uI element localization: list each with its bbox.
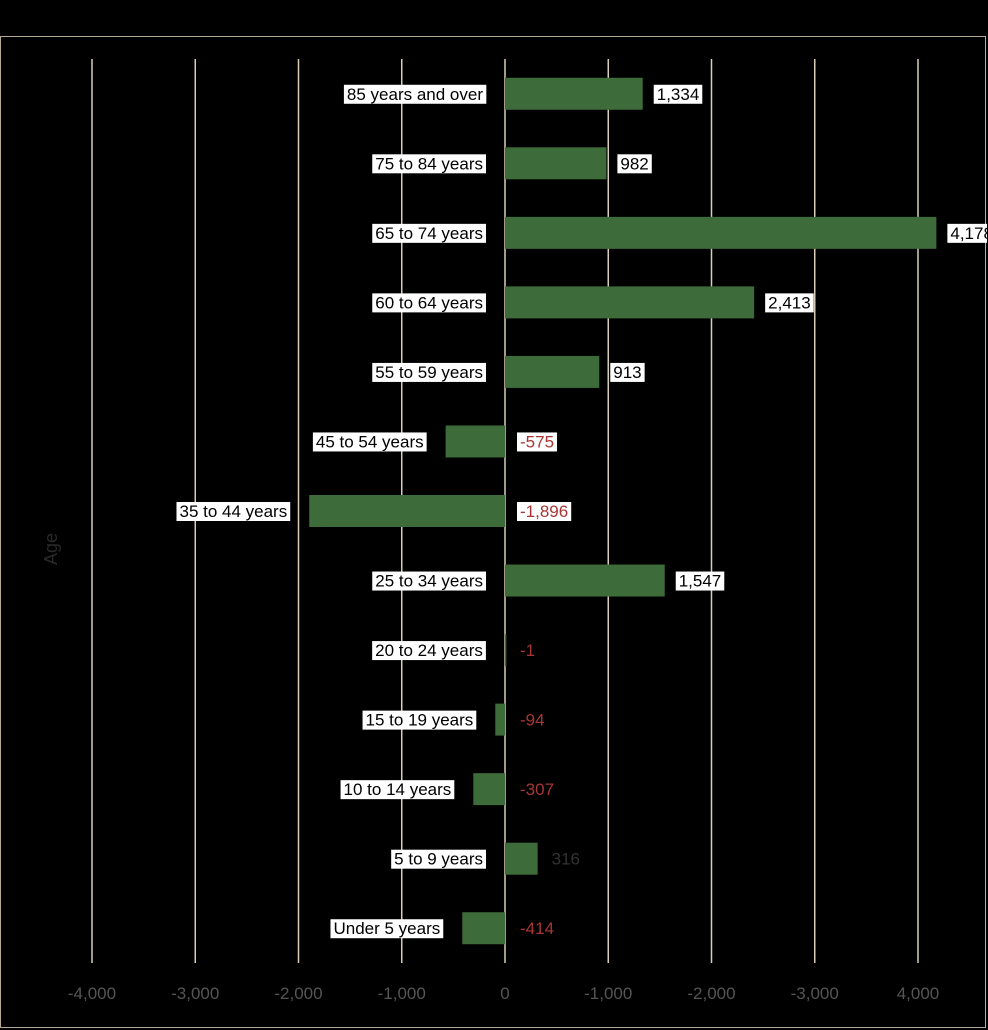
category-label: 35 to 44 years [179,502,287,521]
category-label-box [391,849,486,869]
category-label-box [372,362,486,382]
category-label: 10 to 14 years [344,780,452,799]
category-label-box [372,154,486,174]
x-tick-label: -4,000 [68,984,116,1003]
category-label-box [343,84,487,104]
bar [505,842,538,875]
category-label-box [372,641,486,661]
value-label-box [610,362,645,382]
value-label: -94 [520,711,545,730]
category-label: 55 to 59 years [375,363,483,382]
category-label: 20 to 24 years [375,641,483,660]
bar [505,216,937,249]
x-tick-label: -3,000 [791,984,839,1003]
category-label: 85 years and over [347,85,483,104]
bar [309,495,505,527]
value-label: -1,896 [520,502,568,521]
x-tick-label: -1,000 [584,984,632,1003]
category-label-box [330,919,444,939]
x-tick-label: -2,000 [274,984,322,1003]
value-label: 913 [613,363,641,382]
category-label: 25 to 34 years [375,572,483,591]
bar [505,355,600,388]
bar [505,564,665,597]
value-label-box [653,84,703,104]
bar [505,147,607,180]
x-tick-label: -2,000 [687,984,735,1003]
category-label: 65 to 74 years [375,224,483,243]
category-label-box [312,432,427,452]
value-label: -575 [520,432,554,451]
category-label: 15 to 19 years [366,711,474,730]
category-label-box [372,571,486,591]
bar [462,912,505,945]
category-label: 75 to 84 years [375,154,483,173]
value-label: -414 [520,919,554,938]
category-label: 60 to 64 years [375,293,483,312]
x-tick-label: -3,000 [171,984,219,1003]
value-label-box [675,571,725,591]
bar [505,77,643,110]
value-label-box [517,432,558,452]
value-label: 4,178 [950,224,987,243]
value-label: -1 [520,641,535,660]
category-label-box [372,293,486,313]
value-label: -307 [520,780,554,799]
category-label-box [340,780,455,800]
value-label: 1,334 [657,85,700,104]
category-label: 45 to 54 years [316,432,424,451]
category-label: Under 5 years [333,919,440,938]
value-label-box [517,502,572,521]
value-label: 2,413 [768,293,811,312]
value-label: 316 [552,850,580,869]
value-label-box [617,154,652,174]
value-label-box [765,293,814,313]
bar [505,286,755,319]
value-label: 1,547 [679,572,722,591]
category-label-box [372,223,486,243]
x-tick-label: -1,000 [378,984,426,1003]
bar [504,634,507,667]
chart-frame: Age -4,000 -3,000 -2,000 -1,000 0 -1,000 -2,00… [0,36,987,1028]
category-label-box [176,502,291,521]
x-tick-label: 4,000 [897,984,940,1003]
value-label-box [947,223,987,243]
bar-chart: -4,000 -3,000 -2,000 -1,000 0 -1,000 -2,000 -3,… [68,59,987,1003]
bar [445,425,505,458]
value-label: 982 [620,154,648,173]
category-label: 5 to 9 years [394,850,483,869]
category-label-box [362,710,477,730]
x-tick-label: 0 [500,984,509,1003]
bar [495,703,505,736]
bar [473,773,505,806]
